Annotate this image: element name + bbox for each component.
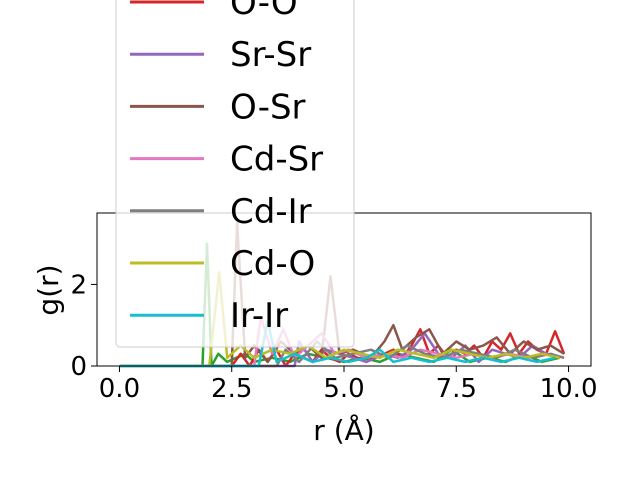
x-tick-label: 5.0 [323,374,364,404]
x-tick-label: 0.0 [99,374,140,404]
plot-lines [119,221,566,368]
legend-box [115,0,355,348]
y-axis-ticks: 02 [70,270,97,382]
legend-label: Ir-Ir [230,296,288,336]
series-line-cd-ir [119,340,565,368]
y-axis-label: g(r) [32,264,65,315]
legend-label: Sr-Sr [230,35,311,75]
series-line-ir-ir [119,319,556,368]
series-line-cd-o [119,270,560,368]
x-tick-label: 7.5 [436,374,477,404]
legend-label: O-Sr [230,87,306,127]
legend-label: Cd-Sr [230,140,323,180]
y-tick-label: 0 [70,352,87,382]
x-axis-label: r (Å) [313,413,374,447]
legend-label: Cd-Ir [230,192,312,232]
x-axis-ticks: 0.0 2.5 5.0 7.5 10.0 [99,366,598,404]
x-tick-label: 10.0 [540,374,598,404]
series-line-o-sr [119,221,565,368]
y-tick-label: 2 [70,270,87,300]
legend: O-O Sr-Sr O-Sr Cd-Sr Cd-Ir Cd-O Ir-Ir [115,0,355,348]
x-tick-label: 2.5 [211,374,252,404]
legend-label: Cd-O [230,244,315,284]
legend-label: O-O [230,0,298,23]
